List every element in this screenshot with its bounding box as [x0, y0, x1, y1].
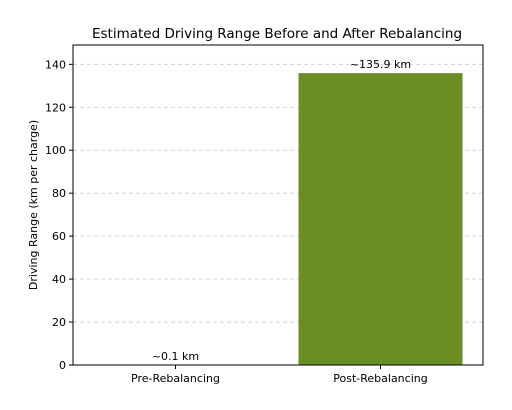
- x-tick-label-pre-rebalancing: Pre-Rebalancing: [131, 372, 220, 385]
- y-tick-label-40: 40: [52, 273, 66, 286]
- data-labels: ~0.1 km ~135.9 km: [152, 58, 411, 363]
- bars: [93, 73, 463, 366]
- grid-lines: [73, 63, 483, 323]
- data-label-pre-rebalancing: ~0.1 km: [152, 350, 199, 363]
- y-tick-label-140: 140: [45, 58, 66, 71]
- chart-title: Estimated Driving Range Before and After…: [92, 26, 462, 42]
- y-axis-label: Driving Range (km per charge): [27, 120, 40, 290]
- y-tick-label-20: 20: [52, 316, 66, 329]
- x-ticks: Pre-Rebalancing Post-Rebalancing: [131, 365, 428, 385]
- bar-post-rebalancing: [298, 73, 463, 366]
- y-tick-label-60: 60: [52, 230, 66, 243]
- data-label-post-rebalancing: ~135.9 km: [350, 58, 411, 71]
- y-ticks: 0 20 40 60 80 100 120 140: [45, 58, 73, 372]
- x-tick-label-post-rebalancing: Post-Rebalancing: [333, 372, 427, 385]
- y-tick-label-100: 100: [45, 144, 66, 157]
- y-tick-label-120: 120: [45, 101, 66, 114]
- y-tick-label-80: 80: [52, 187, 66, 200]
- plot-frame: [72, 44, 484, 366]
- y-tick-label-0: 0: [59, 359, 66, 372]
